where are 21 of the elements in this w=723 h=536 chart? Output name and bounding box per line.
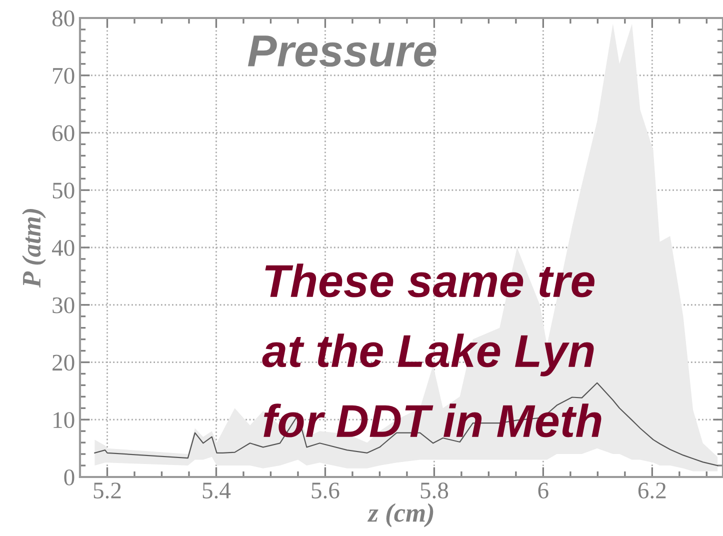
y-tick-label: 0 [64, 469, 74, 486]
x-tick-label: 6.2 [638, 482, 666, 499]
x-axis-title: z (cm) [367, 503, 434, 528]
y-tick-label: 40 [52, 240, 74, 256]
x-tick-label: 5.6 [312, 482, 340, 499]
x-tick-label: 5.8 [420, 482, 448, 499]
annotation: These same tre [265, 264, 594, 298]
x-tick-label: 5.4 [202, 482, 231, 499]
y-axis-title: P (atm) [22, 209, 46, 288]
y-tick-label: 70 [53, 68, 74, 84]
y-tick-label: 20 [52, 354, 74, 371]
y-tick-label: 10 [54, 412, 74, 428]
y-tick-label: 30 [52, 297, 74, 314]
y-tick-label: 80 [52, 10, 74, 26]
x-tick-label: 6 [538, 482, 548, 498]
line-series [94, 382, 718, 466]
y-tick-label: 50 [52, 182, 74, 199]
annotation: at the Lake Lyn [262, 334, 594, 376]
y-tick-label: 60 [52, 125, 74, 142]
chart-title: Pressure [248, 36, 436, 67]
x-tick-label: 5.2 [94, 482, 121, 499]
